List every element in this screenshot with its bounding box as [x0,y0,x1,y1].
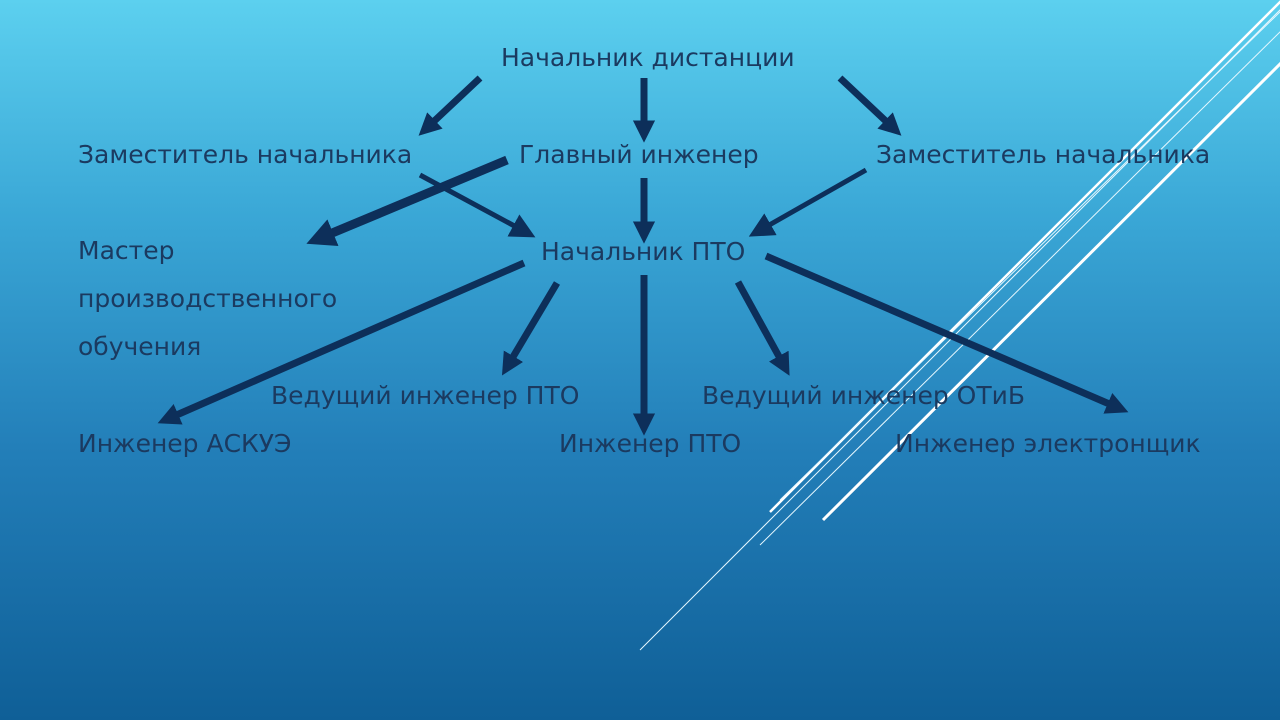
arrow-deputy-right-to-head-pto [748,167,868,237]
node-engineer-pto: Инженер ПТО [559,429,742,458]
arrow-head-pto-to-lead-engineer-otib [734,280,790,376]
deco-line [639,9,1280,651]
node-lead-engineer-pto: Ведущий инженер ПТО [271,381,580,410]
node-head-pto: Начальник ПТО [541,237,746,266]
arrow-chief-engineer-to-master [306,155,509,246]
arrow-chief-to-deputy-left [418,75,483,136]
deco-line [821,61,1280,522]
arrow-chief-to-deputy-right [837,75,902,136]
node-deputy-right: Заместитель начальника [876,140,1211,169]
node-engineer-electronics: Инженер электронщик [895,429,1201,458]
node-chief-of-distance: Начальник дистанции [501,43,795,72]
arrow-head-pto-to-lead-engineer-pto [501,281,561,376]
node-lead-engineer-otib: Ведущий инженер ОТиБ [702,381,1025,410]
arrow-deputy-left-to-head-pto [418,172,536,238]
deco-line [759,31,1280,546]
node-chief-engineer: Главный инженер [519,140,759,169]
node-deputy-left: Заместитель начальника [78,140,413,169]
node-engineer-askue: Инженер АСКУЭ [78,429,292,458]
node-training-master: Мастер производственного обучения [78,236,338,361]
arrow-head-pto-to-engineer-electronics [764,252,1129,414]
arrow-head-pto-to-engineer-askue [157,259,526,425]
